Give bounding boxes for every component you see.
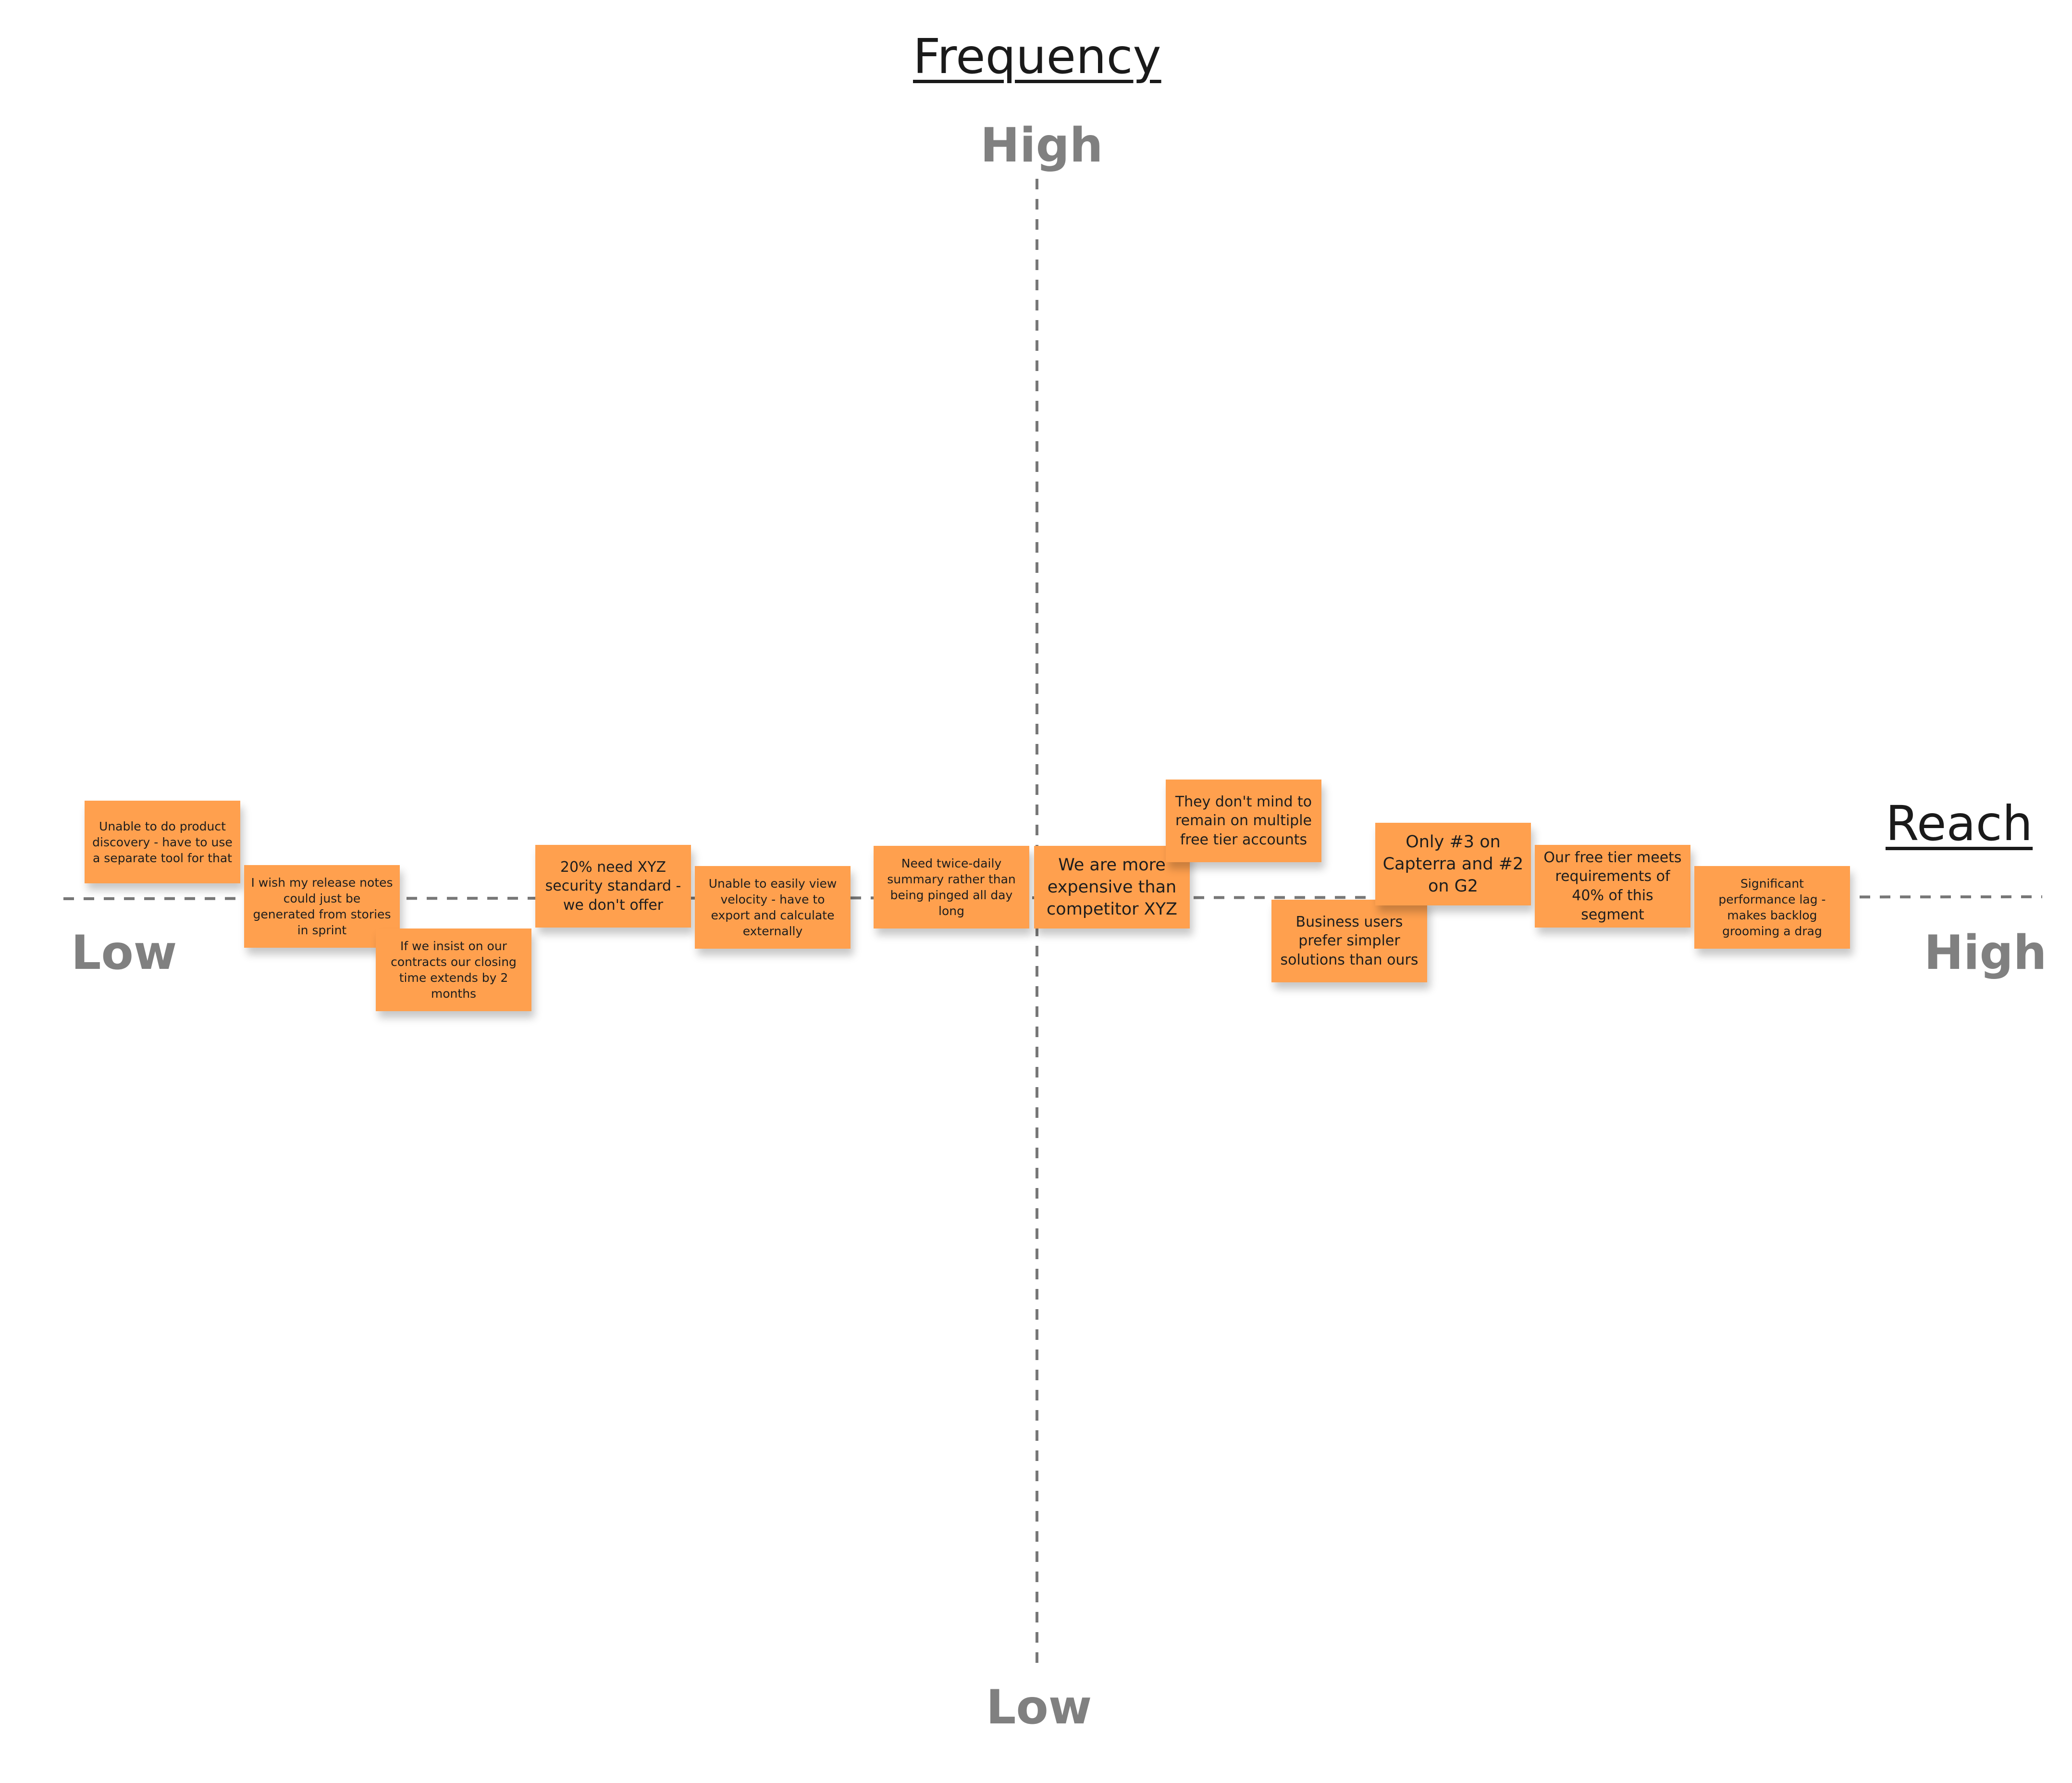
sticky-note[interactable]: I wish my release notes could just be ge… — [244, 865, 400, 948]
sticky-note[interactable]: Business users prefer simpler solutions … — [1271, 900, 1427, 982]
frequency-high-label: High — [980, 118, 1103, 173]
sticky-note[interactable]: If we insist on our contracts our closin… — [376, 929, 531, 1011]
sticky-note-text: Our free tier meets requirements of 40% … — [1543, 849, 1682, 923]
sticky-note-text: If we insist on our contracts our closin… — [391, 939, 517, 1001]
sticky-note[interactable]: Unable to easily view velocity - have to… — [695, 866, 851, 949]
frequency-low-label: Low — [986, 1680, 1092, 1735]
sticky-note[interactable]: 20% need XYZ security standard - we don'… — [535, 845, 691, 928]
sticky-note-text: They don't mind to remain on multiple fr… — [1175, 793, 1312, 848]
sticky-note-text: Only #3 on Capterra and #2 on G2 — [1382, 832, 1524, 896]
sticky-note[interactable]: Significant performance lag - makes back… — [1694, 866, 1850, 949]
reach-low-label: Low — [71, 926, 177, 980]
sticky-note-text: Unable to easily view velocity - have to… — [708, 877, 837, 938]
sticky-note[interactable]: They don't mind to remain on multiple fr… — [1166, 780, 1321, 862]
reach-axis-title: Reach — [1886, 795, 2033, 852]
sticky-note[interactable]: We are more expensive than competitor XY… — [1034, 846, 1190, 929]
sticky-note-text: I wish my release notes could just be ge… — [251, 876, 393, 937]
sticky-note[interactable]: Unable to do product discovery - have to… — [85, 801, 240, 883]
sticky-note-text: Business users prefer simpler solutions … — [1280, 913, 1418, 968]
sticky-note[interactable]: Need twice-daily summary rather than bei… — [874, 846, 1029, 929]
reach-high-label: High — [1924, 926, 2047, 980]
sticky-note[interactable]: Our free tier meets requirements of 40% … — [1535, 845, 1690, 928]
sticky-note-text: 20% need XYZ security standard - we don'… — [545, 858, 681, 914]
sticky-note[interactable]: Only #3 on Capterra and #2 on G2 — [1375, 823, 1531, 905]
sticky-note-text: We are more expensive than competitor XY… — [1047, 855, 1177, 919]
sticky-note-text: Unable to do product discovery - have to… — [92, 819, 233, 865]
frequency-axis-title: Frequency — [913, 28, 1161, 85]
sticky-note-text: Significant performance lag - makes back… — [1718, 877, 1826, 938]
sticky-note-text: Need twice-daily summary rather than bei… — [887, 856, 1016, 918]
